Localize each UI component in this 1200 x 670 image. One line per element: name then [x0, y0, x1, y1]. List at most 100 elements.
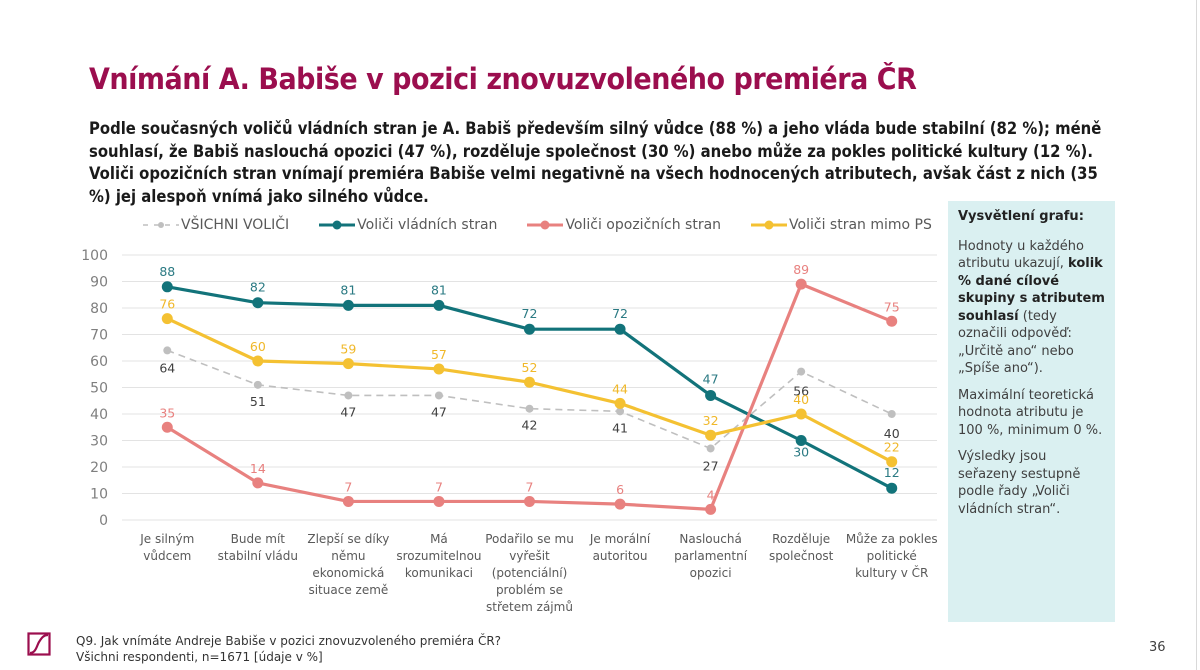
- legend-swatch-icon: [143, 218, 179, 232]
- category-line: politické: [866, 549, 917, 563]
- footer-source-note: Q9. Jak vnímáte Andreje Babiše v pozici …: [76, 633, 501, 665]
- data-point: [433, 495, 445, 507]
- x-category-label: Zlepší se díky němu ekonomická situace země: [302, 531, 394, 599]
- y-tick-label: 80: [90, 301, 108, 317]
- category-line: kultury v ČR: [855, 566, 929, 580]
- explanation-bold-text: kolik % dané cílové skupiny s atributem …: [958, 256, 1105, 324]
- data-point: [342, 299, 354, 311]
- explanation-heading: Vysvětlení grafu:: [958, 209, 1084, 224]
- legend-swatch-icon: [319, 218, 356, 232]
- data-point: [886, 482, 898, 494]
- x-category-label: Je morální autoritou: [574, 531, 666, 565]
- footer-question: Q9. Jak vnímáte Andreje Babiše v pozici …: [76, 634, 502, 648]
- data-label: 59: [340, 342, 356, 357]
- data-point: [161, 281, 173, 293]
- data-point: [253, 380, 262, 389]
- slide-edge-divider: [1196, 0, 1197, 670]
- category-line: Je morální: [589, 532, 651, 546]
- series-3: [161, 313, 898, 468]
- series-lines: [161, 278, 898, 515]
- data-point: [795, 278, 807, 290]
- data-label: 47: [340, 404, 356, 419]
- data-point: [887, 410, 896, 418]
- data-point: [524, 376, 535, 388]
- data-point: [252, 355, 264, 367]
- stem-logo-icon: [27, 632, 51, 656]
- data-point: [614, 397, 626, 409]
- x-category-label: Je silným vůdcem: [121, 531, 213, 565]
- data-label: 7: [435, 479, 443, 494]
- data-label: 72: [612, 306, 628, 321]
- category-line: Může za pokles: [845, 532, 938, 546]
- category-line: opozici: [689, 566, 732, 580]
- data-point: [433, 363, 445, 375]
- data-label: 32: [703, 413, 719, 428]
- category-line: společnost: [768, 549, 834, 563]
- x-category-label: Naslouchá parlamentní opozici: [665, 531, 757, 582]
- category-line: problém se: [495, 583, 564, 597]
- data-point: [524, 323, 535, 335]
- legend-swatch-icon: [527, 218, 564, 232]
- legend-item: Voliči stran mimo PS: [751, 217, 932, 233]
- data-label: 56: [793, 384, 809, 399]
- data-label: 42: [522, 418, 538, 433]
- data-label: 14: [250, 461, 266, 476]
- data-label: 51: [250, 394, 266, 409]
- category-line: Bude mít: [230, 532, 286, 546]
- explanation-paragraph-2: Maximální teoretická hodnota atributu je…: [958, 387, 1103, 438]
- data-label: 22: [884, 440, 900, 455]
- data-label: 30: [793, 445, 809, 460]
- explanation-text: Hodnoty u každého atributu ukazují,: [958, 238, 1085, 272]
- data-label: 7: [344, 479, 352, 494]
- x-category-label: Podařilo se mu vyřešit (potenciální) problé…: [484, 531, 576, 616]
- data-label: 75: [884, 299, 900, 314]
- x-category-label: Má srozumitelnou komunikaci: [393, 531, 485, 582]
- data-point: [886, 456, 898, 468]
- data-point: [706, 444, 715, 453]
- x-category-label: Rozděluje společnost: [755, 531, 847, 565]
- category-line: střetem zájmů: [486, 600, 573, 614]
- category-line: němu: [331, 549, 366, 563]
- category-line: srozumitelnou: [396, 549, 482, 563]
- legend-item: VŠICHNI VOLIČI: [143, 217, 289, 233]
- data-label: 47: [703, 371, 719, 386]
- category-line: situace země: [308, 583, 389, 597]
- data-point: [795, 435, 807, 446]
- data-label: 81: [431, 282, 447, 297]
- series-0: [163, 346, 896, 453]
- series-line: [166, 349, 893, 450]
- category-line: komunikaci: [404, 566, 473, 580]
- data-point: [342, 358, 354, 370]
- category-line: vyřešit: [509, 549, 550, 563]
- series-2: [161, 278, 898, 515]
- explanation-text: (tedy označili odpověď: „Určitě ano“ neb…: [958, 308, 1074, 377]
- y-axis-ticks: 0 10 20 30 40 50 60 70 80 90 100: [81, 248, 108, 529]
- data-label: 40: [793, 392, 809, 407]
- data-label: 82: [250, 280, 266, 295]
- data-point: [797, 367, 806, 376]
- data-point: [252, 477, 264, 489]
- data-point: [433, 299, 445, 311]
- category-line: autoritou: [592, 549, 648, 563]
- data-label: 41: [612, 420, 628, 435]
- data-label: 6: [616, 482, 624, 497]
- data-point: [614, 498, 626, 510]
- chart-explanation-box: Vysvětlení grafu: Hodnoty u každého atri…: [948, 201, 1115, 622]
- y-tick-label: 100: [81, 248, 108, 264]
- y-tick-label: 40: [90, 407, 108, 423]
- page-number: 36: [1149, 640, 1166, 655]
- category-line: parlamentní: [674, 549, 748, 563]
- data-point: [705, 503, 717, 515]
- y-tick-label: 50: [90, 381, 108, 397]
- data-label: 7: [526, 479, 534, 494]
- data-point: [342, 495, 354, 507]
- data-point: [886, 315, 898, 327]
- footer-base: Všichni respondenti, n=1671 [údaje v %]: [76, 650, 323, 664]
- y-tick-label: 20: [90, 460, 108, 476]
- data-label: 81: [340, 282, 356, 297]
- data-label: 88: [159, 264, 175, 279]
- x-category-label: Bude mít stabilní vládu: [212, 531, 304, 565]
- data-point: [344, 391, 353, 400]
- data-point: [705, 429, 717, 441]
- data-point: [705, 389, 717, 401]
